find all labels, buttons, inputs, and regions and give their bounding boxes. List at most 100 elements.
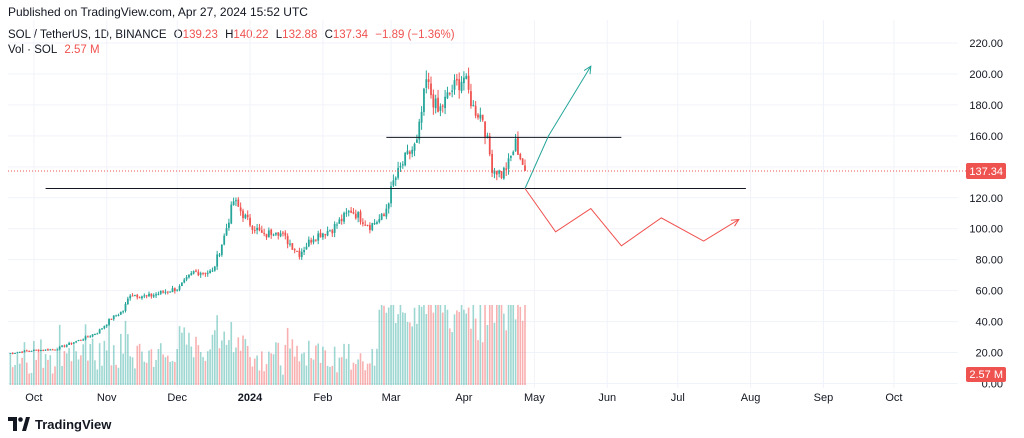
- candle-body: [470, 91, 472, 107]
- volume-bar: [310, 358, 312, 385]
- candle-body: [378, 219, 381, 223]
- volume-bar: [430, 305, 432, 385]
- volume-bar: [178, 326, 181, 385]
- volume-bar: [181, 332, 183, 385]
- candle-body: [524, 165, 526, 171]
- volume-bar: [159, 343, 162, 385]
- volume-bar: [399, 305, 402, 385]
- candle-body: [279, 233, 282, 237]
- volume-bar: [371, 349, 374, 385]
- volume-bar: [336, 372, 338, 385]
- candle-body: [251, 226, 254, 230]
- volume-bar: [329, 366, 331, 385]
- y-tick-label: 20.00: [975, 348, 1003, 360]
- candle-body: [162, 291, 164, 293]
- candle-body: [75, 341, 78, 343]
- candle-body: [448, 93, 451, 95]
- volume-bar: [77, 359, 80, 385]
- volume-bar: [411, 326, 413, 385]
- volume-bar: [319, 362, 322, 385]
- candle-body: [265, 233, 268, 238]
- volume-bar: [413, 307, 416, 385]
- candle-body: [300, 251, 303, 258]
- candle-body: [430, 83, 432, 96]
- volume-bar: [211, 334, 214, 385]
- candle-body: [458, 79, 461, 91]
- candle-body: [352, 212, 355, 214]
- symbol-title[interactable]: SOL / TetherUS, 1D, BINANCE: [8, 29, 167, 41]
- candle-body: [122, 311, 125, 313]
- volume-bar: [171, 360, 174, 385]
- volume-label[interactable]: Vol · SOL: [8, 44, 58, 56]
- volume-bar: [507, 305, 510, 385]
- candle-body: [366, 224, 369, 226]
- candle-body: [213, 266, 216, 271]
- candle-body: [40, 349, 42, 352]
- candle-body: [176, 289, 179, 291]
- volume-bar: [188, 332, 190, 385]
- volume-bar: [392, 305, 395, 385]
- volume-bar: [65, 353, 68, 385]
- candle-body: [136, 294, 139, 298]
- candle-body: [312, 239, 315, 243]
- candle-body: [112, 315, 115, 320]
- candle-body: [9, 352, 12, 354]
- candle-body: [209, 270, 211, 273]
- candle-body: [195, 270, 197, 272]
- volume-bar: [232, 352, 235, 385]
- volume-bar: [303, 352, 305, 385]
- candle-body: [155, 294, 157, 296]
- candle-body: [242, 210, 244, 219]
- candle-body: [51, 349, 54, 351]
- volume-bar: [110, 365, 113, 385]
- candle-body: [416, 139, 418, 143]
- projection-bullish: [524, 65, 592, 189]
- candle-body: [465, 76, 468, 79]
- candle-body: [284, 232, 287, 236]
- volume-bar: [512, 305, 515, 385]
- candle-body: [82, 339, 85, 341]
- candle-body: [401, 164, 404, 166]
- candle-body: [364, 224, 367, 226]
- volume-bar: [298, 361, 301, 385]
- candle-body: [134, 294, 136, 296]
- candle-body: [491, 153, 493, 173]
- candle-body: [488, 136, 491, 155]
- volume-bar: [441, 312, 444, 385]
- volume-bar: [218, 348, 221, 385]
- volume-bar: [230, 322, 233, 385]
- volume-bar: [355, 364, 357, 385]
- candle-body: [434, 98, 437, 109]
- volume-bar: [286, 327, 289, 385]
- candle-body: [418, 121, 421, 140]
- candle-body: [235, 200, 237, 202]
- x-tick-label: 2024: [238, 392, 263, 404]
- volume-bar: [394, 322, 397, 385]
- candle-body: [188, 274, 190, 278]
- candle-body: [350, 210, 352, 213]
- volume-bar: [315, 345, 317, 385]
- volume-bar: [453, 314, 456, 385]
- volume-bar: [30, 372, 33, 385]
- volume-bar: [169, 361, 171, 385]
- volume-bar: [282, 374, 284, 385]
- candle-body: [305, 246, 308, 250]
- candle-body: [505, 168, 508, 170]
- volume-bar: [127, 334, 129, 385]
- volume-bar: [451, 332, 453, 385]
- volume-bar: [21, 357, 23, 385]
- candle-body: [319, 232, 322, 238]
- candle-body: [260, 230, 263, 233]
- y-tick-label: 180.00: [969, 100, 1003, 112]
- candle-body: [239, 207, 242, 212]
- candle-body: [512, 151, 515, 155]
- volume-row: Vol · SOL 2.57 M: [8, 43, 455, 58]
- candle-body: [373, 223, 376, 225]
- candle-body: [115, 315, 117, 317]
- volume-bar: [112, 345, 115, 385]
- volume-bar: [214, 330, 216, 385]
- volume-bar: [249, 357, 251, 385]
- volume-bar: [115, 364, 117, 385]
- candle-body: [105, 324, 108, 327]
